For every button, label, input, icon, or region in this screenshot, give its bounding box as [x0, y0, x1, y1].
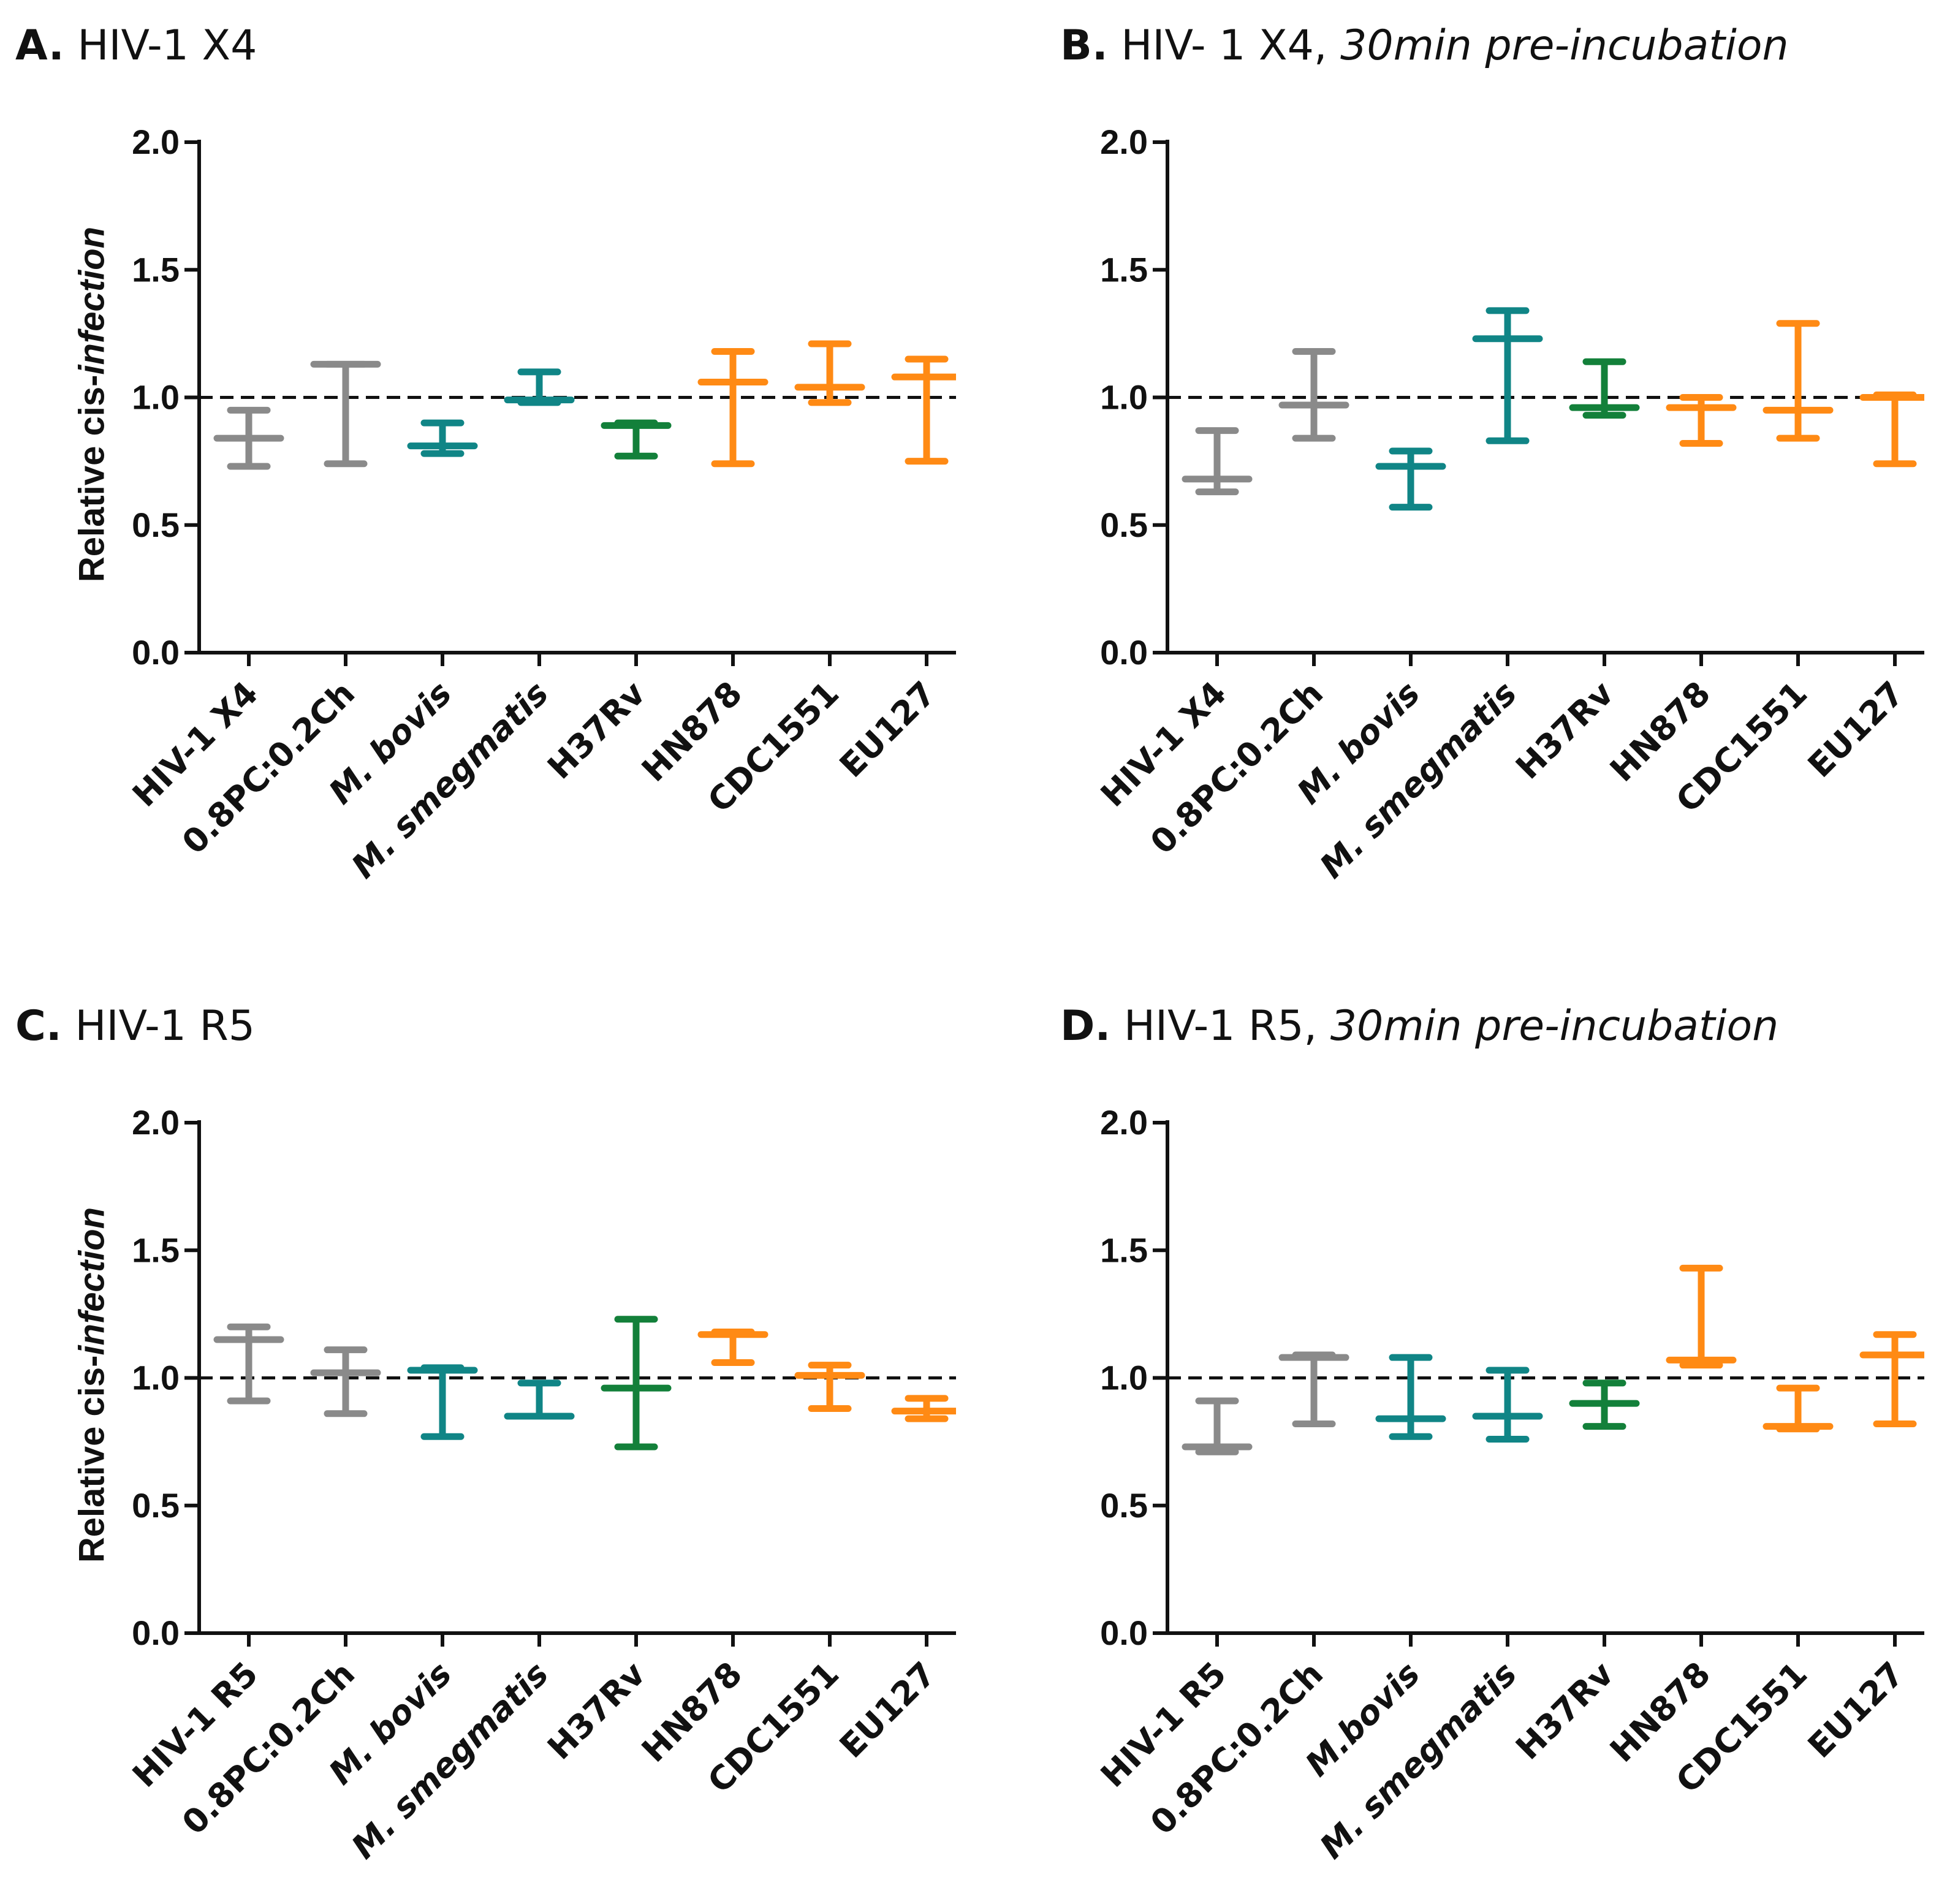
panel-title: B. HIV- 1 X4, 30min pre-incubation [1060, 21, 1789, 70]
y-tick-label: 0.5 [1100, 506, 1148, 544]
data-mark-group [794, 340, 865, 406]
y-tick-label: 0.5 [132, 1486, 180, 1525]
data-mark-group [697, 1329, 768, 1367]
x-tick-label: EU127 [1801, 674, 1911, 785]
data-mark-group [1569, 1379, 1640, 1430]
x-tick-label: H37Rv [540, 674, 653, 787]
data-mark-group [891, 1395, 956, 1422]
data-mark-group [1182, 427, 1253, 496]
panel-d: D. HIV-1 R5, 30min pre-incubation 0.0 0.5… [968, 980, 1924, 1887]
y-tick-label: 0.0 [1100, 1614, 1148, 1652]
data-mark-group [407, 419, 478, 457]
y-tick-label: 1.5 [132, 1231, 180, 1269]
x-tick-label: 0.8PC:0.2Ch [175, 1655, 362, 1842]
x-tick-label: 0.8PC:0.2Ch [1143, 1655, 1330, 1842]
data-mark-group [504, 368, 575, 406]
x-tick-label: H37Rv [1508, 674, 1621, 787]
panel-b: B. HIV- 1 X4, 30min pre-incubation 0.0 0.… [968, 0, 1924, 907]
x-tick-label: EU127 [832, 1655, 943, 1766]
y-tick-label: 1.5 [132, 250, 180, 289]
y-tick-label: 2.0 [132, 123, 180, 161]
y-tick-label: 1.0 [1100, 378, 1148, 417]
x-tick-label: H37Rv [540, 1655, 653, 1767]
data-mark-group [310, 360, 381, 468]
y-tick-label: 0.5 [132, 506, 180, 544]
x-tick-label: 0.8PC:0.2Ch [1143, 674, 1330, 862]
y-tick-label: 1.0 [132, 378, 180, 417]
data-mark-group [1375, 447, 1446, 511]
data-mark-group [1278, 348, 1349, 442]
panel-title-text: HIV- 1 X4, [1121, 21, 1327, 70]
data-mark-group [407, 1364, 478, 1440]
panel-a: A. HIV-1 X4 Relative cis-infection 0.0 0.… [0, 0, 956, 907]
y-tick-label: 1.5 [1100, 250, 1148, 289]
data-mark-group [213, 1323, 284, 1405]
data-mark-group [1375, 1354, 1446, 1440]
panel-label: B. [1060, 21, 1108, 70]
x-tick-label: EU127 [1801, 1655, 1911, 1766]
x-tick-label: 0.8PC:0.2Ch [175, 674, 362, 862]
data-mark-group [310, 1346, 381, 1417]
panel-label: A. [15, 21, 64, 70]
data-mark-group [601, 419, 672, 460]
y-tick-label: 0.0 [1100, 633, 1148, 672]
y-tick-label: 2.0 [1100, 123, 1148, 161]
data-mark-group [601, 1316, 672, 1451]
panel-subtitle: 30min pre-incubation [1340, 21, 1789, 70]
panel-title-text: HIV-1 R5, [1123, 1002, 1318, 1050]
y-tick-label: 0.5 [1100, 1486, 1148, 1525]
y-tick-label: 2.0 [1100, 1103, 1148, 1142]
data-mark-group [1666, 394, 1737, 447]
y-tick-label: 1.0 [132, 1359, 180, 1397]
data-mark-group [1569, 358, 1640, 419]
panel-title: D. HIV-1 R5, 30min pre-incubation [1060, 1002, 1778, 1050]
panel-title: A. HIV-1 X4 [15, 21, 257, 70]
data-mark-group [697, 348, 768, 468]
data-mark-group [1278, 1351, 1349, 1427]
data-mark-group [1472, 307, 1543, 444]
panel-title-text: HIV-1 X4 [77, 21, 257, 70]
y-tick-label: 0.0 [132, 633, 180, 672]
data-mark-group [504, 1379, 575, 1420]
data-mark-group [1763, 1384, 1834, 1433]
data-mark-group [1182, 1397, 1253, 1455]
data-mark-group [1666, 1264, 1737, 1369]
panel-subtitle: 30min pre-incubation [1330, 1002, 1779, 1050]
panel-title: C. HIV-1 R5 [15, 1002, 255, 1050]
data-mark-group [1859, 391, 1924, 468]
data-mark-group [794, 1362, 865, 1412]
panel-title-text: HIV-1 R5 [75, 1002, 256, 1050]
x-tick-label: EU127 [832, 674, 943, 785]
panel-c: C. HIV-1 R5 Relative cis-infection 0.0 0.… [0, 980, 956, 1887]
data-mark-group [1763, 320, 1834, 442]
x-tick-label: H37Rv [1508, 1655, 1621, 1767]
data-mark-group [1859, 1331, 1924, 1427]
data-mark-group [1472, 1367, 1543, 1443]
y-tick-label: 2.0 [132, 1103, 180, 1142]
y-tick-label: 0.0 [132, 1614, 180, 1652]
panel-label: D. [1060, 1002, 1111, 1050]
y-tick-label: 1.0 [1100, 1359, 1148, 1397]
data-mark-group [891, 355, 956, 465]
panel-label: C. [15, 1002, 62, 1050]
y-tick-label: 1.5 [1100, 1231, 1148, 1269]
data-mark-group [213, 406, 284, 470]
